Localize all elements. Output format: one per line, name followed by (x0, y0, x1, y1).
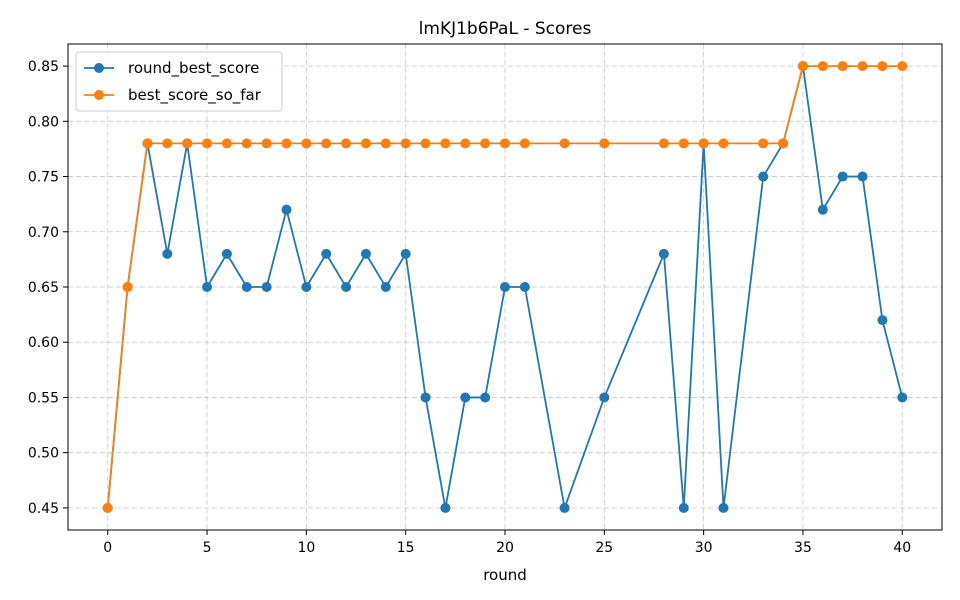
x-tick-label: 5 (203, 540, 212, 556)
data-point-best_score_so_far (341, 138, 352, 149)
x-tick-label: 15 (397, 540, 415, 556)
data-point-round_best_score (281, 204, 292, 215)
data-point-best_score_so_far (440, 138, 451, 149)
data-point-best_score_so_far (360, 138, 371, 149)
data-point-best_score_so_far (778, 138, 789, 149)
legend-box (75, 51, 283, 112)
legend-swatch-marker (94, 63, 104, 73)
data-point-round_best_score (341, 282, 352, 292)
grid-lines (68, 44, 942, 530)
data-point-round_best_score (678, 502, 689, 513)
x-axis: 0 5 10 15 20 25 30 35 40 (103, 530, 911, 556)
data-point-round_best_score (500, 282, 510, 292)
data-point-best_score_so_far (261, 138, 272, 149)
data-point-best_score_so_far (897, 61, 908, 72)
x-tick-label: 25 (595, 540, 613, 556)
data-point-best_score_so_far (698, 138, 709, 149)
data-point-best_score_so_far (400, 138, 411, 149)
data-point-round_best_score (221, 248, 232, 259)
data-point-round_best_score (897, 392, 908, 403)
data-point-best_score_so_far (599, 138, 610, 149)
data-point-round_best_score (400, 248, 411, 259)
data-point-round_best_score (261, 282, 272, 292)
data-point-round_best_score (321, 248, 332, 259)
x-tick-label: 40 (893, 540, 911, 556)
data-point-round_best_score (480, 392, 491, 403)
data-point-best_score_so_far (221, 138, 232, 149)
y-tick-label: 0.65 (28, 280, 59, 296)
data-point-best_score_so_far (758, 138, 769, 149)
x-tick-label: 20 (496, 540, 514, 556)
data-point-best_score_so_far (241, 138, 252, 149)
data-point-best_score_so_far (162, 138, 173, 149)
data-point-best_score_so_far (102, 502, 113, 513)
data-point-best_score_so_far (480, 138, 491, 149)
data-point-best_score_so_far (817, 61, 828, 72)
y-tick-label: 0.85 (28, 59, 59, 75)
data-point-round_best_score (559, 502, 570, 513)
y-tick-label: 0.75 (28, 170, 59, 186)
series-layer (102, 61, 908, 513)
data-point-best_score_so_far (500, 138, 510, 149)
x-tick-label: 30 (695, 540, 713, 556)
data-point-round_best_score (877, 315, 888, 326)
data-point-round_best_score (360, 248, 371, 259)
legend-label: best_score_so_far (128, 86, 262, 105)
x-axis-label: round (483, 566, 527, 584)
data-point-round_best_score (857, 171, 868, 182)
data-point-best_score_so_far (658, 138, 669, 149)
data-point-best_score_so_far (182, 138, 193, 149)
data-point-best_score_so_far (678, 138, 689, 149)
legend-swatch-marker (94, 90, 104, 100)
data-point-round_best_score (817, 204, 828, 215)
data-point-round_best_score (658, 248, 669, 259)
x-tick-label: 0 (103, 540, 112, 556)
data-point-best_score_so_far (202, 138, 213, 149)
data-point-round_best_score (440, 502, 451, 513)
data-point-round_best_score (599, 392, 610, 403)
series-best_score_so_far (102, 61, 908, 513)
y-tick-label: 0.55 (28, 390, 59, 406)
x-tick-label: 10 (297, 540, 315, 556)
data-point-best_score_so_far (718, 138, 729, 149)
data-point-best_score_so_far (142, 138, 153, 149)
data-point-round_best_score (837, 171, 848, 182)
chart-title: lmKJ1b6PaL - Scores (419, 19, 592, 39)
y-tick-label: 0.70 (28, 225, 59, 241)
data-point-best_score_so_far (122, 282, 133, 292)
data-point-round_best_score (301, 282, 312, 292)
data-point-round_best_score (718, 502, 729, 513)
data-point-best_score_so_far (519, 138, 530, 149)
y-tick-label: 0.45 (28, 501, 59, 517)
data-point-best_score_so_far (420, 138, 431, 149)
legend-label: round_best_score (128, 59, 259, 78)
y-tick-label: 0.80 (28, 114, 59, 130)
y-axis: 0.45 0.50 0.55 0.60 0.65 0.70 0.75 0.80 0.85 (28, 59, 68, 517)
data-point-best_score_so_far (559, 138, 570, 149)
data-point-best_score_so_far (857, 61, 868, 72)
data-point-round_best_score (202, 282, 213, 292)
data-point-round_best_score (758, 171, 769, 182)
data-point-round_best_score (420, 392, 431, 403)
data-point-best_score_so_far (301, 138, 312, 149)
data-point-round_best_score (380, 282, 391, 292)
data-point-round_best_score (519, 282, 530, 292)
data-point-round_best_score (241, 282, 252, 292)
data-point-best_score_so_far (837, 61, 848, 72)
data-point-round_best_score (162, 248, 173, 259)
legend: round_best_score best_score_so_far (75, 51, 283, 112)
data-point-round_best_score (460, 392, 471, 403)
data-point-best_score_so_far (321, 138, 332, 149)
data-point-best_score_so_far (380, 138, 391, 149)
y-tick-label: 0.60 (28, 335, 59, 351)
data-point-best_score_so_far (797, 61, 808, 72)
data-point-best_score_so_far (281, 138, 292, 149)
data-point-best_score_so_far (460, 138, 471, 149)
x-tick-label: 35 (794, 540, 812, 556)
y-tick-label: 0.50 (28, 446, 59, 462)
data-point-best_score_so_far (877, 61, 888, 72)
